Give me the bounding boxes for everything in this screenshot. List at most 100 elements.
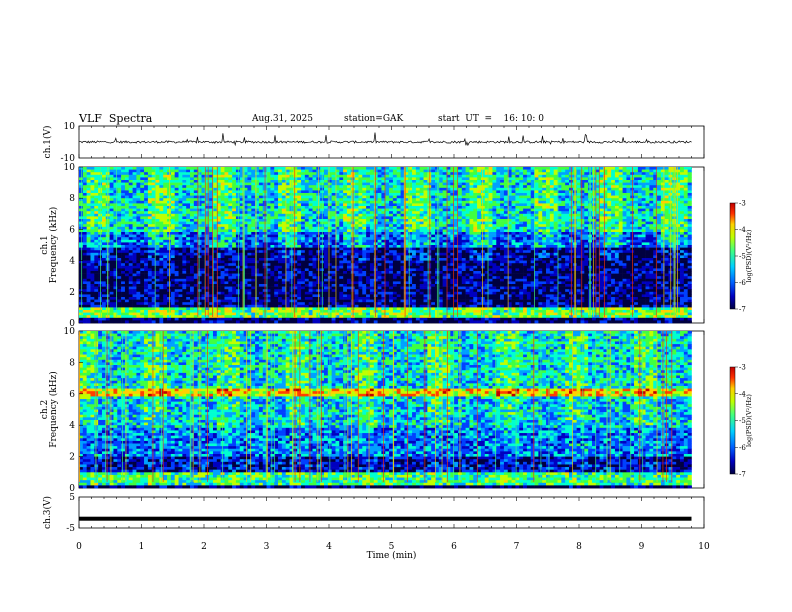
spectrogram-cell [128,203,133,207]
spectrogram-cell [346,281,352,285]
spectrogram-cell [312,312,317,316]
spectrogram-cell [147,208,153,212]
spectrogram-cell [94,317,99,321]
spectrogram-cell [331,180,336,183]
spectrogram-cell [304,247,309,251]
spectrogram-cell [201,242,206,246]
spectrogram-cell [358,250,363,254]
spectrogram-cell [128,216,133,220]
spectrogram-cell [232,187,237,191]
spectrogram-cell [132,320,137,324]
spectrogram-cell [163,185,168,189]
spectrogram-cell [247,219,252,222]
spectrogram-cell [197,193,202,196]
spectrogram-cell [297,312,302,316]
spectrogram-cell [82,320,87,324]
spectrogram-cell [79,213,84,217]
spectrogram-cell [285,211,290,215]
spectrogram-cell [178,245,183,248]
spectrogram-cell [270,265,275,269]
spectrogram-cell [285,315,290,319]
spectrogram-cell [258,229,264,233]
spectrogram-cell [190,234,195,238]
spectrogram-cell [144,182,149,186]
spectrogram-cell [285,307,290,311]
spectrogram-cell [281,182,287,186]
spectrogram-cell [331,203,336,207]
spectrogram-cell [182,276,187,280]
spectrogram-cell [247,221,252,225]
spectrogram-cell [136,229,141,233]
spectrogram-cell [251,268,256,272]
spectrogram-cell [258,245,264,248]
spectrogram-cell [301,260,306,264]
spectrogram-cell [247,265,252,269]
spectrogram-cell [258,320,264,324]
spectrogram-cell [362,289,367,293]
spectrogram-cell [362,247,367,251]
spectrogram-cell [278,312,283,316]
spectrogram-cell [270,198,275,202]
spectrogram-cell [182,273,187,277]
spectrogram-cell [339,195,344,199]
spectrogram-cell [186,268,191,272]
spectrogram-cell [101,271,107,274]
spectrogram-cell [243,271,248,274]
spectrogram-cell [266,252,271,256]
spectrogram-cell [281,268,287,272]
spectrogram-cell [258,278,264,282]
spectrogram-cell [243,281,248,285]
spectrogram-cell [251,302,256,306]
spectrogram-cell [124,206,130,209]
spectrogram-cell [94,203,99,207]
spectrogram-cell [155,271,160,274]
spectrogram-cell [201,320,206,324]
spectrogram-cell [151,252,156,256]
spectrogram-cell [346,302,352,306]
spectrogram-cell [136,182,141,186]
spectrogram-cell [193,190,198,194]
spectrogram-cell [308,221,313,225]
spectrogram-cell [354,203,359,207]
spectrogram-cell [159,320,164,324]
spectrogram-cell [366,172,371,176]
spectrogram-cell [144,304,149,308]
spectrogram-cell [335,289,340,293]
spectrogram-cell [285,260,290,264]
spectrogram-cell [113,187,118,191]
spectrogram-cell [79,297,84,300]
spectrogram-cell [243,221,248,225]
spectrogram-cell [190,299,195,303]
spectrogram-cell [324,310,329,313]
spectrogram-cell [285,242,290,246]
spectrogram-cell [255,320,260,324]
spectrogram-cell [258,177,264,181]
spectrogram-cell [354,224,359,228]
spectrogram-cell [308,268,313,272]
spectrogram-cell [182,294,187,298]
spectrogram-cell [247,206,252,209]
spectrogram-cell [247,174,252,178]
spectrogram-cell [109,200,114,204]
spectrogram-cell [354,221,359,225]
spectrogram-cell [239,200,244,204]
spectrogram-cell [335,310,340,313]
spectrogram-cell [308,182,313,186]
spectrogram-cell [205,265,210,269]
spectrogram-cell [124,219,130,222]
spectrogram-cell [297,271,302,274]
spectrogram-cell [255,281,260,285]
spectrogram-cell [147,190,153,194]
spectrogram-cell [228,252,233,256]
spectrogram-cell [86,229,91,233]
spectrogram-cell [343,177,348,181]
spectrogram-cell [331,226,336,230]
spectrogram-cell [274,289,279,293]
spectrogram-cell [113,317,118,321]
spectrogram-cell [255,190,260,194]
spectrogram-cell [343,276,348,280]
spectrogram-cell [312,211,317,215]
spectrogram-cell [220,291,225,295]
spectrogram-cell [228,242,233,246]
spectrogram-cell [331,294,336,298]
